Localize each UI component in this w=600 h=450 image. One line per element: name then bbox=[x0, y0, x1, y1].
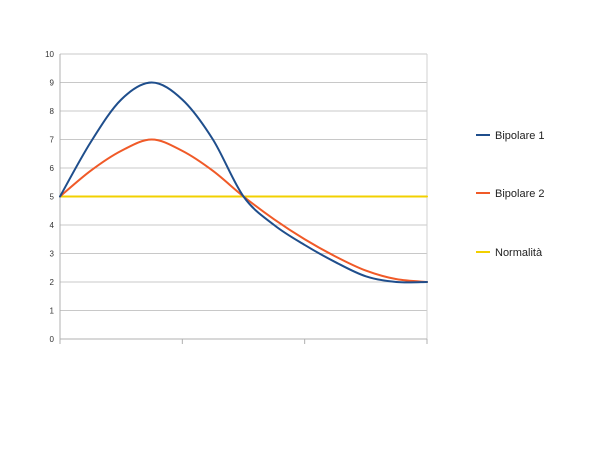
legend-label-bipolare-1: Bipolare 1 bbox=[495, 130, 545, 142]
y-tick-label: 10 bbox=[45, 50, 54, 59]
y-tick-labels: 0 1 2 3 4 5 6 7 8 9 10 bbox=[45, 50, 54, 344]
y-tick-label: 4 bbox=[50, 221, 55, 230]
y-tick-label: 0 bbox=[50, 335, 55, 344]
y-tick-label: 7 bbox=[50, 136, 55, 145]
y-tick-label: 5 bbox=[50, 193, 55, 202]
series-line-bipolare-2 bbox=[59, 138, 428, 283]
axes bbox=[59, 54, 428, 344]
y-tick-label: 6 bbox=[50, 164, 55, 173]
y-tick-label: 2 bbox=[50, 278, 55, 287]
series-line-bipolare-1 bbox=[59, 81, 428, 284]
legend: Bipolare 1 Bipolare 2 Normalità bbox=[476, 130, 545, 259]
series-lines bbox=[59, 81, 428, 284]
y-tick-label: 3 bbox=[50, 250, 55, 259]
legend-label-normalit: Normalità bbox=[495, 247, 543, 259]
legend-label-bipolare-2: Bipolare 2 bbox=[495, 188, 545, 200]
y-tick-label: 1 bbox=[50, 307, 55, 316]
y-tick-label: 8 bbox=[50, 107, 55, 116]
y-tick-label: 9 bbox=[50, 79, 55, 88]
